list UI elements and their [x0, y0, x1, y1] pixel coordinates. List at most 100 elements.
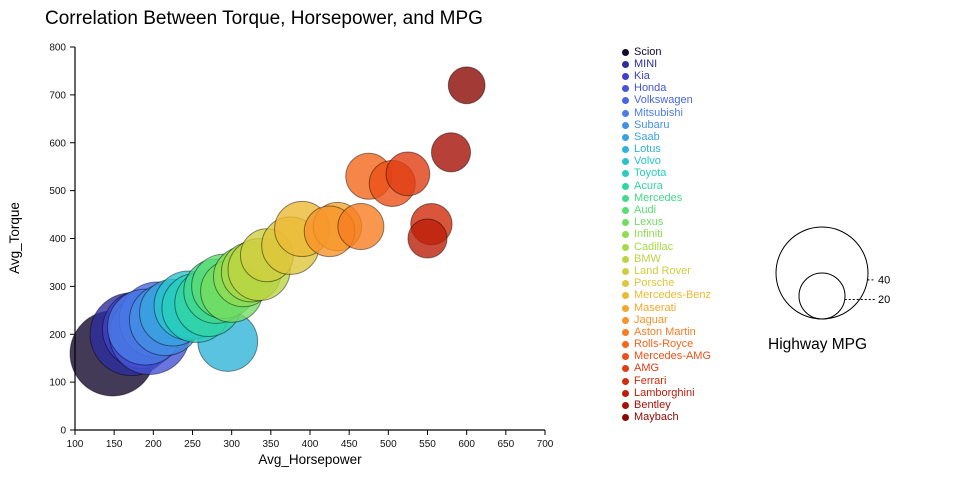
size-legend-value: 20 — [878, 294, 890, 306]
legend-label: Mercedes-AMG — [634, 350, 712, 363]
legend-label: Jaguar — [634, 313, 668, 326]
legend-swatch — [622, 243, 629, 251]
y-tick-label: 700 — [49, 90, 66, 101]
x-tick-label: 550 — [419, 439, 436, 450]
y-axis-title: Avg_Torque — [7, 202, 22, 274]
x-tick-label: 250 — [184, 439, 201, 450]
legend-label: BMW — [634, 252, 661, 265]
x-tick-label: 150 — [106, 439, 123, 450]
y-tick-label: 800 — [49, 43, 66, 54]
legend-swatch — [622, 48, 629, 56]
legend-item: Aston Martin — [622, 326, 711, 338]
legend-label: Acura — [634, 179, 663, 192]
x-tick-label: 100 — [67, 439, 84, 450]
legend-label: Lotus — [634, 143, 661, 156]
bubble-plot: 100 150 200 250 300 350 400 450 500 550 600 650 700 0… — [7, 43, 554, 468]
legend-item: Volkswagen — [622, 95, 711, 107]
legend-item: BMW — [622, 253, 711, 265]
x-tick-label: 700 — [537, 439, 554, 450]
y-tick-label: 100 — [49, 378, 66, 389]
bubble-lamborghini — [407, 218, 448, 259]
legend-swatch — [622, 207, 629, 215]
x-axis-title: Avg_Horsepower — [258, 452, 362, 467]
legend-swatch — [622, 97, 629, 105]
legend-item: Acura — [622, 180, 711, 192]
legend-swatch — [622, 72, 629, 80]
legend-swatch — [622, 60, 629, 68]
bubble-aston-martin — [337, 203, 385, 251]
legend-label: Mercedes — [634, 191, 683, 204]
x-tick-label: 500 — [380, 439, 397, 450]
legend-item: Maybach — [622, 412, 711, 424]
legend-label: Land Rover — [634, 264, 691, 277]
bubble-amg — [385, 151, 431, 197]
size-legend: 40 20 — [775, 226, 890, 320]
legend-label: Rolls-Royce — [634, 338, 694, 351]
legend-item: Bentley — [622, 399, 711, 411]
legend-item: Land Rover — [622, 265, 711, 277]
legend-item: Porsche — [622, 278, 711, 290]
legend-item: Lamborghini — [622, 387, 711, 399]
legend-swatch — [622, 133, 629, 141]
legend-label: Ferrari — [634, 374, 667, 387]
legend-swatch — [622, 267, 629, 275]
legend-item: Jaguar — [622, 314, 711, 326]
legend-swatch — [622, 280, 629, 288]
legend-label: Volkswagen — [634, 94, 693, 107]
y-tick-label: 200 — [49, 330, 66, 341]
legend-label: Maybach — [634, 411, 679, 424]
y-tick-label: 0 — [60, 426, 66, 437]
legend-swatch — [622, 85, 629, 93]
legend-label: Subaru — [634, 118, 670, 131]
legend-item: Infiniti — [622, 229, 711, 241]
legend-swatch — [622, 255, 629, 263]
axes-layer: 100 150 200 250 300 350 400 450 500 550 600 650 700 0… — [49, 43, 553, 451]
bubble-maybach — [447, 66, 486, 105]
y-tick-label: 300 — [49, 282, 66, 293]
size-legend-title: Highway MPG — [768, 336, 868, 353]
legend-swatch — [622, 292, 629, 300]
legend-label: Lexus — [634, 216, 664, 229]
legend-label: Cadillac — [634, 240, 674, 253]
legend-item: Saab — [622, 131, 711, 143]
legend-label: Kia — [634, 69, 650, 82]
x-tick-label: 650 — [497, 439, 514, 450]
legend-swatch — [622, 121, 629, 129]
bubbles-layer — [69, 66, 486, 397]
legend-label: Lamborghini — [634, 386, 695, 399]
x-tick-label: 400 — [302, 439, 319, 450]
legend-item: MINI — [622, 58, 711, 70]
y-tick-label: 600 — [49, 138, 66, 149]
legend-swatch — [622, 304, 629, 312]
x-tick-label: 450 — [341, 439, 358, 450]
y-tick-label: 400 — [49, 234, 66, 245]
legend-swatch — [622, 231, 629, 239]
legend-swatch — [622, 219, 629, 227]
legend-swatch — [622, 194, 629, 202]
x-tick-label: 600 — [458, 439, 475, 450]
legend-item: Audi — [622, 204, 711, 216]
legend-label: Porsche — [634, 277, 675, 290]
legend-label: Saab — [634, 130, 660, 143]
legend-item: Scion — [622, 46, 711, 58]
legend-label: Maserati — [634, 301, 677, 314]
legend-item: Maserati — [622, 302, 711, 314]
bubble-bentley — [430, 132, 472, 173]
x-tick-label: 200 — [145, 439, 162, 450]
legend-item: Mercedes — [622, 192, 711, 204]
legend-label: AMG — [634, 362, 660, 375]
legend-swatch — [622, 316, 629, 324]
legend-item: Lotus — [622, 144, 711, 156]
legend-swatch — [622, 182, 629, 190]
legend-swatch — [622, 389, 629, 397]
size-legend-value: 40 — [878, 274, 890, 286]
legend-label: Audi — [634, 204, 657, 217]
x-tick-label: 300 — [223, 439, 240, 450]
legend-item: Mercedes-AMG — [622, 351, 711, 363]
legend-item: Subaru — [622, 119, 711, 131]
legend-label: Honda — [634, 82, 667, 95]
legend-swatch — [622, 414, 629, 422]
legend-swatch — [622, 170, 629, 178]
legend-item: Mercedes-Benz — [622, 290, 711, 302]
legend-item: Cadillac — [622, 241, 711, 253]
